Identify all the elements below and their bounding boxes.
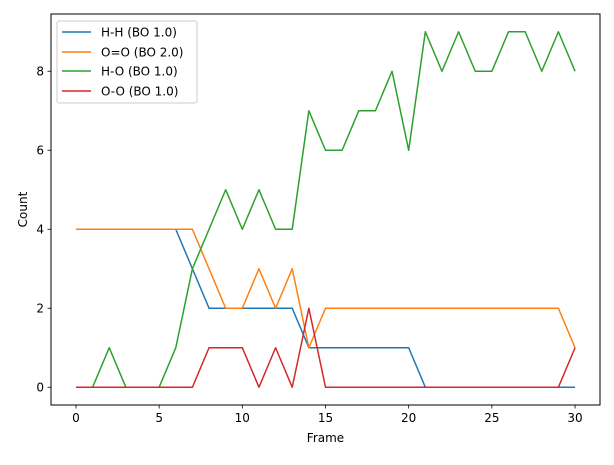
legend-item: H-H (BO 1.0) bbox=[62, 25, 177, 39]
legend: H-H (BO 1.0) O=O (BO 2.0) H-O (BO 1.0) O-O … bbox=[56, 20, 198, 104]
x-tick-label: 25 bbox=[484, 411, 499, 425]
series-line-1 bbox=[75, 228, 576, 349]
legend-box bbox=[56, 20, 198, 104]
y-tick-label: 8 bbox=[36, 65, 44, 79]
x-tick-label: 30 bbox=[567, 411, 582, 425]
legend-label: O-O (BO 1.0) bbox=[101, 84, 178, 98]
x-tick-label: 0 bbox=[72, 411, 80, 425]
x-axis-label: Frame bbox=[307, 431, 344, 445]
y-tick-label: 6 bbox=[36, 144, 44, 158]
legend-label: O=O (BO 2.0) bbox=[101, 45, 184, 59]
y-tick-label: 0 bbox=[36, 381, 44, 395]
legend-item: O-O (BO 1.0) bbox=[62, 84, 178, 98]
legend-label: H-O (BO 1.0) bbox=[101, 64, 178, 78]
plot-series bbox=[75, 31, 576, 388]
y-axis-ticks: 0 2 4 6 8 bbox=[36, 65, 51, 395]
legend-item: O=O (BO 2.0) bbox=[62, 45, 184, 59]
legend-item: H-O (BO 1.0) bbox=[62, 64, 178, 78]
x-tick-label: 5 bbox=[155, 411, 163, 425]
x-tick-label: 15 bbox=[318, 411, 333, 425]
legend-label: H-H (BO 1.0) bbox=[101, 25, 177, 39]
series-line-3 bbox=[75, 307, 576, 388]
y-tick-label: 2 bbox=[36, 302, 44, 316]
x-tick-label: 20 bbox=[401, 411, 416, 425]
x-tick-label: 10 bbox=[235, 411, 250, 425]
y-tick-label: 4 bbox=[36, 223, 44, 237]
y-axis-label: Count bbox=[16, 191, 30, 227]
x-axis-ticks: 0 5 10 15 20 25 30 bbox=[72, 405, 583, 425]
